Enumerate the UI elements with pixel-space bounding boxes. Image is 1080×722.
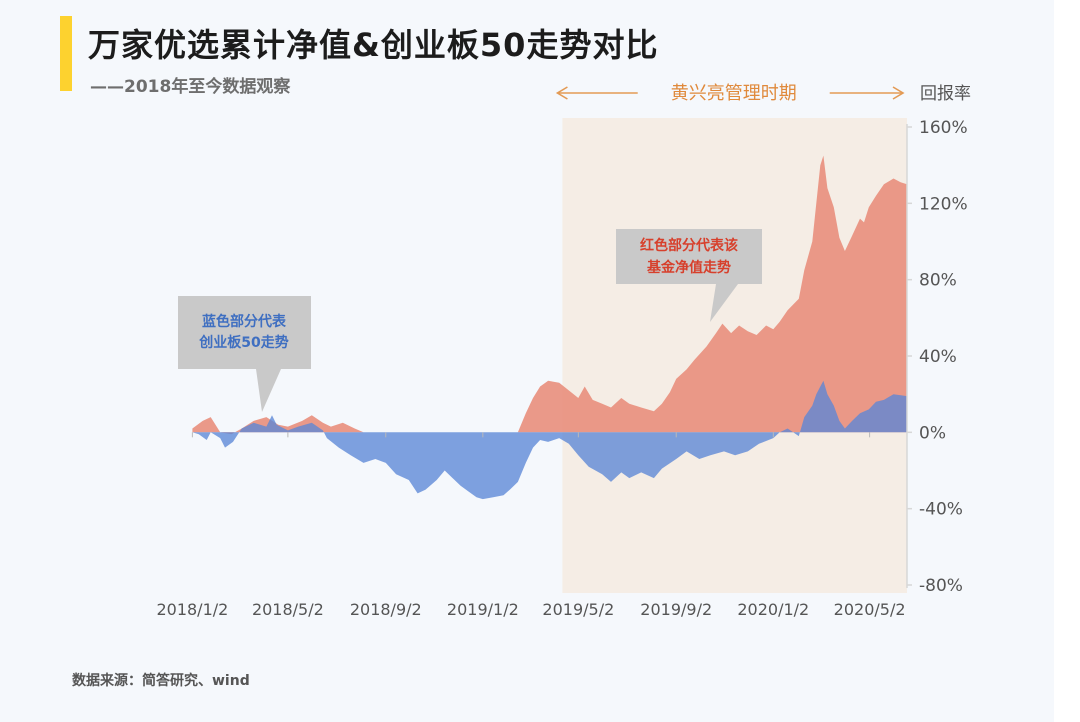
y-tick-label: 120%: [919, 194, 968, 214]
x-tick-label: 2018/9/2: [350, 600, 422, 619]
x-tick-label: 2018/5/2: [252, 600, 324, 619]
callout-red-box: [616, 229, 762, 322]
x-ticks: 2018/1/2 2018/5/2 2018/9/2 2019/1/2 2019/5/2…: [156, 432, 906, 619]
period-indicator: 黄兴亮管理时期: [555, 83, 905, 104]
y-tick-label: -40%: [919, 500, 963, 520]
y-tick-label: 80%: [919, 271, 957, 291]
period-arrow-left-head: [555, 86, 568, 100]
callout-blue-line-2: 创业板50走势: [198, 334, 288, 351]
chart-subtitle: ——2018年至今数据观察: [90, 77, 291, 97]
callout-blue-box: [178, 296, 311, 412]
x-tick-label: 2020/5/2: [834, 600, 906, 619]
y-tick-label: 0%: [919, 423, 946, 443]
x-tick-label: 2019/9/2: [640, 600, 712, 619]
x-tick-label: 2019/5/2: [542, 600, 614, 619]
callout-red-line-2: 基金净值走势: [647, 259, 731, 276]
chart-title: 万家优选累计净值&创业板50走势对比: [88, 26, 659, 64]
title-accent-bar: [60, 16, 72, 91]
period-label: 黄兴亮管理时期: [671, 83, 797, 104]
series-layer: [192, 155, 907, 500]
source-note: 数据来源：简答研究、wind: [72, 673, 250, 689]
callout-red: 红色部分代表该 基金净值走势: [616, 229, 762, 322]
callout-blue: 蓝色部分代表 创业板50走势: [178, 296, 311, 412]
x-tick-label: 2019/1/2: [447, 600, 519, 619]
series-area-1: [192, 380, 907, 500]
chart-card: 万家优选累计净值&创业板50走势对比 ——2018年至今数据观察 160% 120…: [60, 16, 971, 689]
y-ticks: 160% 120% 80% 40% 0% -40% -80%: [907, 118, 968, 596]
y-tick-label: 40%: [919, 347, 957, 367]
chart-plot: 160% 120% 80% 40% 0% -40% -80% 2018/1/2 2018/5/…: [156, 83, 971, 619]
y-axis-label: 回报率: [920, 84, 971, 104]
y-tick-label: 160%: [919, 118, 968, 138]
callout-blue-line-1: 蓝色部分代表: [202, 313, 287, 330]
y-tick-label: -80%: [919, 576, 963, 596]
period-arrow-right-head: [892, 86, 905, 100]
series-area-0: [192, 155, 907, 435]
callout-red-line-1: 红色部分代表该: [640, 237, 738, 254]
x-tick-label: 2018/1/2: [156, 600, 228, 619]
x-tick-label: 2020/1/2: [737, 600, 809, 619]
